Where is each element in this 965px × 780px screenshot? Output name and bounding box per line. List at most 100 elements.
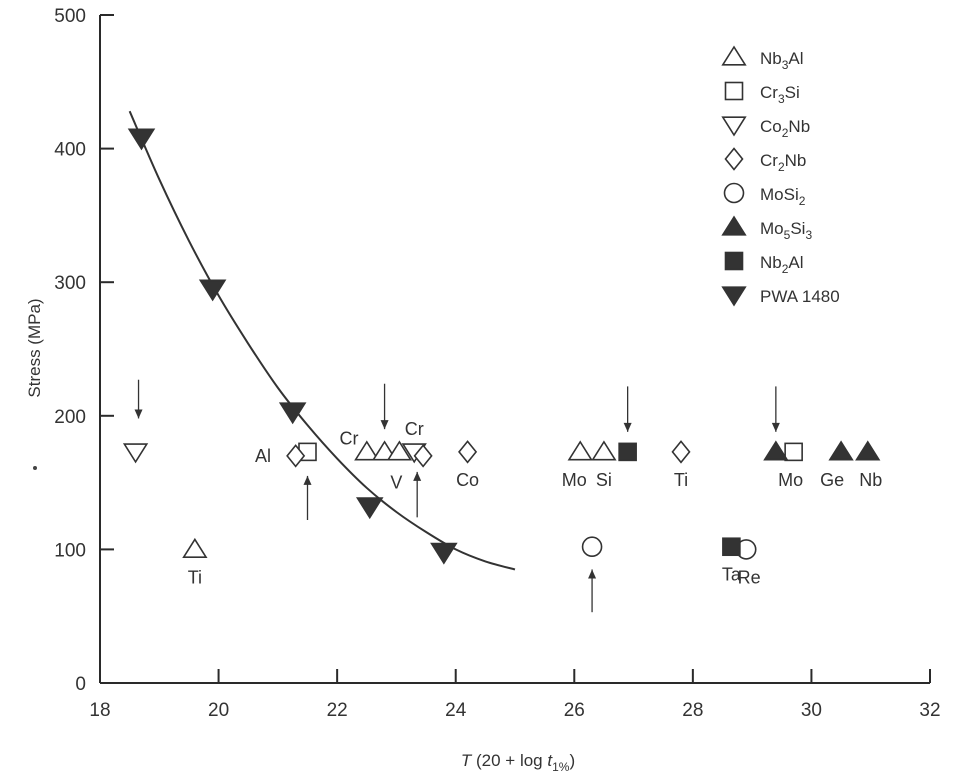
x-tick-label: 22 bbox=[327, 700, 348, 721]
legend-label: Nb3Al bbox=[760, 49, 804, 72]
point-label: V bbox=[390, 473, 402, 493]
point-label: Al bbox=[255, 446, 271, 466]
x-axis-title: T (20 + log t1%) bbox=[461, 751, 575, 774]
legend-item: PWA 1480 bbox=[721, 286, 840, 307]
legend-marker bbox=[724, 251, 744, 271]
annotation-arrow bbox=[623, 386, 632, 432]
data-point-mo5si3 bbox=[855, 440, 881, 461]
data-point-cr3si bbox=[784, 442, 803, 462]
point-label: Cr bbox=[340, 429, 359, 449]
legend-item: Nb3Al bbox=[721, 45, 804, 72]
x-tick-label: 32 bbox=[919, 700, 940, 721]
x-tick-label: 30 bbox=[801, 700, 822, 721]
legend-marker bbox=[724, 147, 744, 171]
point-label: Co bbox=[456, 470, 479, 490]
legend-marker bbox=[721, 116, 747, 137]
legend-label: Co2Nb bbox=[760, 117, 810, 140]
annotation-arrow bbox=[588, 569, 597, 613]
annotation-arrow bbox=[771, 386, 780, 432]
arrow-layer bbox=[134, 379, 780, 613]
data-point-nb3al bbox=[354, 440, 380, 461]
legend: Nb3Al Cr3Si Co2Nb Cr2Nb MoSi2 Mo5Si3 Nb2Al PWA … bbox=[721, 45, 840, 307]
data-point-cr2nb bbox=[413, 444, 433, 468]
y-tick-label: 300 bbox=[54, 273, 86, 294]
legend-item: Nb2Al bbox=[724, 251, 804, 276]
data-point-pwa-1480 bbox=[278, 402, 307, 425]
y-tick-label: 100 bbox=[54, 540, 86, 561]
legend-item: Cr2Nb bbox=[724, 147, 806, 174]
legend-label: Mo5Si3 bbox=[760, 219, 812, 242]
arrow-head bbox=[134, 409, 143, 419]
x-tick-label: 18 bbox=[89, 700, 110, 721]
legend-marker bbox=[721, 286, 747, 307]
data-point-cr2nb bbox=[671, 440, 691, 464]
point-label: Re bbox=[738, 567, 761, 587]
legend-item: Mo5Si3 bbox=[721, 215, 812, 242]
point-label: Si bbox=[596, 470, 612, 490]
pwa1480-fit-curve bbox=[128, 110, 516, 571]
annotation-arrow bbox=[134, 379, 143, 419]
y-tick-label: 200 bbox=[54, 407, 86, 428]
data-point-mo5si3 bbox=[828, 440, 854, 461]
legend-label: PWA 1480 bbox=[760, 287, 840, 306]
data-point-mosi2 bbox=[581, 536, 603, 558]
point-label: Ti bbox=[674, 470, 688, 490]
data-point-nb2al bbox=[618, 442, 637, 462]
data-point-nb3al bbox=[182, 537, 208, 559]
data-point-mo5si3 bbox=[763, 440, 789, 461]
arrow-head bbox=[303, 475, 312, 485]
legend-marker bbox=[723, 182, 745, 204]
y-tick-label: 0 bbox=[75, 674, 86, 695]
data-point-co2nb bbox=[122, 443, 149, 464]
y-tick-label: 500 bbox=[54, 6, 86, 27]
point-label: Mo bbox=[562, 470, 587, 490]
legend-label: Nb2Al bbox=[760, 253, 804, 276]
data-point-nb3al bbox=[567, 440, 593, 461]
stray-dot bbox=[33, 466, 37, 470]
arrow-head bbox=[623, 422, 632, 432]
fit-curve-layer bbox=[128, 110, 516, 571]
x-tick-label: 26 bbox=[564, 700, 585, 721]
axis-ticks: 18 20 22 24 26 28 30 32 0 100 200 300 400 500 bbox=[54, 6, 940, 721]
arrow-head bbox=[413, 471, 422, 481]
annotation-arrow bbox=[380, 383, 389, 430]
legend-marker bbox=[724, 81, 744, 101]
legend-label: MoSi2 bbox=[760, 185, 806, 208]
point-label: Mo bbox=[778, 470, 803, 490]
data-point-nb3al bbox=[386, 440, 413, 461]
legend-item: MoSi2 bbox=[723, 182, 806, 208]
legend-label: Cr2Nb bbox=[760, 151, 806, 174]
y-tick-label: 400 bbox=[54, 140, 86, 161]
axes bbox=[99, 15, 930, 684]
x-tick-label: 28 bbox=[682, 700, 703, 721]
legend-item: Co2Nb bbox=[721, 116, 810, 140]
legend-label: Cr3Si bbox=[760, 83, 800, 106]
point-label: Ti bbox=[188, 567, 202, 587]
data-point-pwa-1480 bbox=[127, 128, 156, 151]
arrow-head bbox=[771, 422, 780, 432]
legend-marker bbox=[721, 45, 747, 66]
data-point-cr2nb bbox=[286, 444, 306, 468]
annotation-arrow bbox=[413, 471, 422, 518]
x-tick-label: 24 bbox=[445, 700, 467, 721]
point-label: Ge bbox=[820, 470, 844, 490]
point-label: Cr bbox=[405, 419, 424, 439]
point-label: Nb bbox=[859, 470, 882, 490]
data-point-pwa-1480 bbox=[355, 497, 384, 520]
data-point-cr2nb bbox=[458, 440, 478, 464]
data-point-pwa-1480 bbox=[198, 279, 227, 302]
x-tick-label: 20 bbox=[208, 700, 229, 721]
data-point-pwa-1480 bbox=[430, 542, 458, 565]
arrow-head bbox=[380, 420, 389, 430]
arrow-head bbox=[588, 569, 597, 579]
data-point-nb2al bbox=[722, 537, 741, 557]
legend-marker bbox=[721, 215, 747, 236]
point-label: Ta bbox=[722, 565, 742, 585]
data-point-layer bbox=[122, 128, 881, 565]
annotation-arrow bbox=[303, 475, 312, 521]
legend-item: Cr3Si bbox=[724, 81, 800, 106]
y-axis-title: Stress (MPa) bbox=[25, 298, 44, 397]
data-point-nb3al bbox=[591, 440, 617, 461]
